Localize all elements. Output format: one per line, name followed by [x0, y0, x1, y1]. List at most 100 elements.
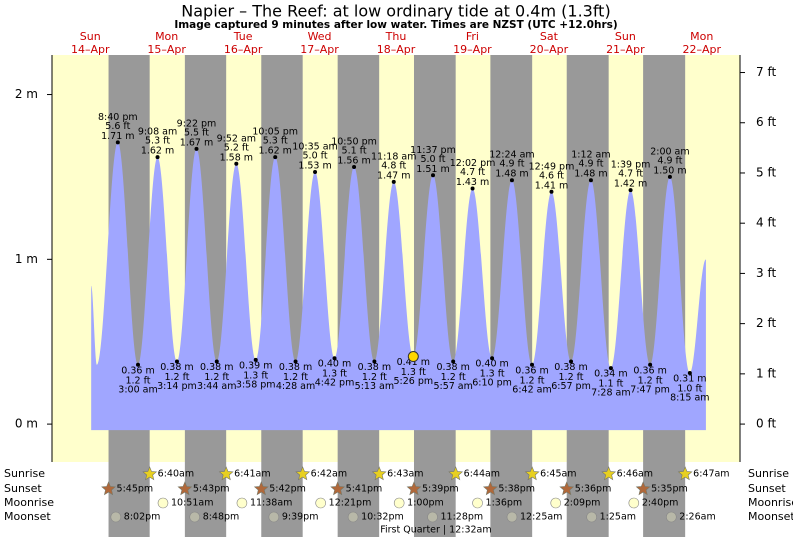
sunrise-time: 6:46am: [617, 469, 653, 480]
moonset-time: 11:28pm: [441, 512, 484, 523]
day-date: 18–Apr: [377, 43, 416, 56]
sunrise-time: 6:42am: [311, 469, 347, 480]
day-date: 15–Apr: [147, 43, 186, 56]
moonset-icon: [110, 511, 122, 523]
row-label: Sunrise: [748, 467, 789, 480]
day-name: Tue: [233, 30, 253, 43]
tide-feet: 5.3 ft: [145, 136, 170, 147]
tide-time: 12:49 pm: [529, 161, 575, 172]
sunset-time: 5:35pm: [651, 484, 688, 495]
sunrise-time: 6:43am: [387, 469, 423, 480]
tide-time: 6:57 pm: [551, 381, 591, 392]
day-name: Thu: [385, 30, 407, 43]
sunrise-time: 6:41am: [234, 469, 270, 480]
sunset-time: 5:41pm: [346, 484, 383, 495]
sunset-icon: [482, 481, 498, 496]
tide-metres: 0.31 m: [673, 374, 706, 385]
tide-feet: 1.3 ft: [480, 369, 505, 380]
tide-feet: 1.2 ft: [362, 372, 387, 383]
foreground: 8:40 pm5.6 ft1.71 m3:00 am1.2 ft0.36 m9:…: [4, 30, 793, 536]
tide-feet: 1.1 ft: [598, 379, 623, 390]
tide-feet: 1.0 ft: [677, 384, 702, 395]
tide-metres: 0.34 m: [594, 369, 627, 380]
tide-time: 3:00 am: [118, 384, 157, 395]
tide-time: 5:13 am: [355, 381, 394, 392]
chart-title: Napier – The Reef: at low ordinary tide …: [181, 2, 610, 21]
tide-feet: 1.2 ft: [638, 375, 663, 386]
tide-feet: 4.6 ft: [539, 170, 564, 181]
moonrise-time: 1:00pm: [407, 498, 444, 509]
tide-feet: 5.0 ft: [420, 154, 445, 165]
moonset-icon: [586, 511, 597, 523]
row-label: Moonset: [748, 510, 793, 523]
day-name: Mon: [690, 30, 713, 43]
sunset-time: 5:39pm: [422, 484, 459, 495]
sunrise-icon: [218, 466, 234, 481]
tide-point: [313, 169, 318, 174]
tide-time: 1:39 pm: [611, 160, 651, 171]
tide-point: [569, 359, 574, 364]
day-name: Fri: [466, 30, 479, 43]
moonrise-icon: [315, 497, 326, 509]
tide-time: 3:44 am: [197, 381, 236, 392]
y2-tick-label: 2 ft: [756, 316, 776, 330]
row-label: Sunset: [748, 482, 786, 495]
sunset-time: 5:45pm: [117, 484, 154, 495]
tide-point: [155, 155, 160, 160]
tide-time: 8:15 am: [670, 393, 709, 404]
tide-point: [293, 359, 298, 364]
tide-metres: 0.38 m: [436, 362, 469, 373]
moonrise-time: 2:09pm: [564, 498, 601, 509]
sunrise-icon: [524, 466, 540, 481]
moonset-time: 12:25am: [520, 512, 562, 523]
sunset-icon: [253, 481, 269, 496]
tide-point: [667, 174, 672, 179]
tide-time: 3:58 pm: [236, 379, 276, 390]
tide-time: 4:28 am: [276, 381, 315, 392]
tide-feet: 1.2 ft: [204, 372, 229, 383]
moonrise-time: 11:38am: [250, 498, 292, 509]
tide-feet: 5.3 ft: [263, 136, 288, 147]
tide-point: [391, 179, 396, 184]
tide-point: [234, 161, 239, 166]
tide-metres: 0.36 m: [633, 365, 666, 376]
tide-metres: 1.56 m: [337, 156, 370, 167]
sunset-icon: [101, 481, 116, 496]
sunset-icon: [635, 481, 651, 496]
tide-feet: 4.8 ft: [381, 160, 406, 171]
moon-phase: First Quarter | 12:32am: [380, 525, 491, 536]
day-date: 17–Apr: [300, 43, 339, 56]
tide-feet: 1.3 ft: [401, 367, 426, 378]
tide-time: 12:24 am: [489, 150, 534, 161]
tide-point: [470, 186, 475, 191]
tide-point: [273, 155, 278, 160]
tide-time: 7:47 pm: [630, 384, 670, 395]
tide-point: [608, 366, 613, 371]
row-label: Moonrise: [748, 496, 793, 509]
tide-metres: 1.62 m: [259, 146, 292, 157]
tide-time: 10:50 pm: [331, 137, 377, 148]
tide-time: 6:10 pm: [472, 378, 512, 389]
tide-metres: 1.53 m: [298, 160, 331, 171]
sunset-time: 5:42pm: [269, 484, 306, 495]
tide-point: [372, 359, 377, 364]
tide-metres: 0.40 m: [318, 359, 351, 370]
sunrise-icon: [142, 466, 158, 481]
sunrise-icon: [371, 466, 387, 481]
tide-feet: 4.7 ft: [618, 169, 643, 180]
y2-tick-label: 3 ft: [756, 266, 776, 280]
tide-point: [549, 189, 554, 194]
tide-feet: 4.7 ft: [460, 167, 485, 178]
moonset-icon: [268, 511, 280, 523]
tide-feet: 1.2 ft: [519, 375, 544, 386]
tide-time: 9:08 am: [138, 127, 177, 138]
tide-feet: 1.2 ft: [164, 372, 189, 383]
moonset-time: 1:25am: [600, 512, 636, 523]
tide-time: 9:22 pm: [177, 118, 217, 129]
tide-point: [588, 178, 593, 183]
tide-time: 10:35 am: [292, 141, 337, 152]
day-date: 21–Apr: [606, 43, 645, 56]
tide-time: 8:40 pm: [98, 112, 138, 123]
tide-metres: 1.47 m: [377, 170, 410, 181]
tide-point: [174, 359, 179, 364]
